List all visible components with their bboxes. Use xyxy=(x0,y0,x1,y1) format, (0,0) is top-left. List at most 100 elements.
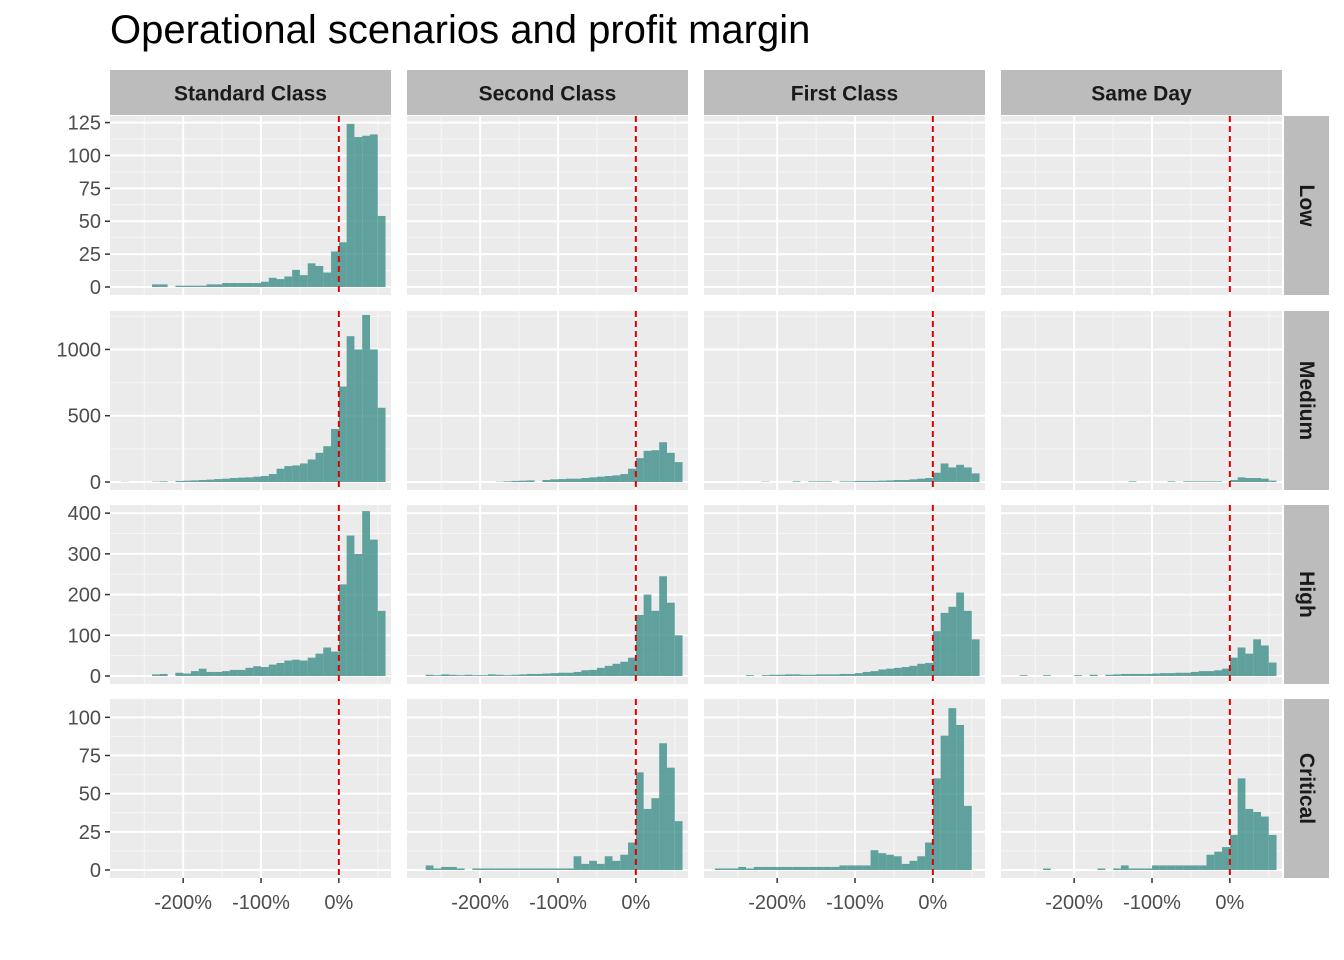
histogram-bar xyxy=(1183,865,1191,870)
histogram-bar xyxy=(229,283,238,287)
histogram-bar xyxy=(674,462,683,482)
histogram-bar xyxy=(963,610,972,676)
x-tick-label: -100% xyxy=(232,892,290,914)
histogram-bar xyxy=(449,674,457,676)
histogram-bar xyxy=(1214,851,1223,870)
histogram-bar xyxy=(1245,808,1254,870)
histogram-bar xyxy=(369,349,378,482)
column-strip xyxy=(407,70,688,115)
histogram-bar xyxy=(175,480,184,482)
histogram-bar xyxy=(573,478,582,482)
x-tick-label: 0% xyxy=(1215,892,1244,914)
histogram-bar xyxy=(784,674,793,676)
histogram-bar xyxy=(183,285,191,287)
histogram-bar xyxy=(612,663,621,676)
histogram-bar xyxy=(503,481,512,482)
histogram-bar xyxy=(268,664,277,676)
histogram-bar xyxy=(245,667,254,676)
x-tick-label: 0% xyxy=(918,892,947,914)
histogram-bar xyxy=(1128,673,1137,676)
x-tick-label: -200% xyxy=(748,892,806,914)
histogram-bar xyxy=(1167,481,1176,482)
histogram-bar xyxy=(449,866,457,870)
histogram-bar xyxy=(792,866,801,870)
y-tick-label: 125 xyxy=(68,113,101,135)
row-strip-label: High xyxy=(1295,571,1318,618)
histogram-bar xyxy=(940,735,949,870)
histogram-bar xyxy=(323,647,332,676)
histogram-bar xyxy=(175,285,184,287)
histogram-bar xyxy=(878,669,887,676)
histogram-bar xyxy=(1190,671,1199,676)
x-tick-label: -200% xyxy=(154,892,212,914)
histogram-bar xyxy=(651,450,660,482)
histogram-bar xyxy=(292,659,300,676)
histogram-bar xyxy=(1152,673,1160,676)
chart-title: Operational scenarios and profit margin xyxy=(110,8,811,52)
histogram-bar xyxy=(377,215,386,287)
histogram-bar xyxy=(1206,671,1215,676)
histogram-bar xyxy=(229,478,238,482)
histogram-bar xyxy=(1183,481,1191,482)
histogram-bar xyxy=(542,673,551,676)
histogram-bar xyxy=(519,868,527,870)
histogram-bar xyxy=(299,660,308,676)
histogram-bar xyxy=(808,866,817,870)
histogram-bar xyxy=(299,275,308,287)
histogram-bar xyxy=(909,479,918,482)
y-tick-label: 0 xyxy=(90,472,101,494)
x-tick-label: -200% xyxy=(451,892,509,914)
histogram-bar xyxy=(581,478,590,482)
histogram-bar xyxy=(1097,868,1106,870)
panel-background xyxy=(1001,116,1282,295)
histogram-bar xyxy=(292,465,300,482)
column-strip-label: Second Class xyxy=(479,83,617,106)
histogram-bar xyxy=(487,868,496,870)
histogram-bar xyxy=(808,481,817,482)
histogram-bar xyxy=(847,865,856,870)
histogram-bar xyxy=(152,674,160,676)
histogram-bar xyxy=(261,667,269,676)
histogram-bar xyxy=(456,675,465,676)
histogram-bar xyxy=(433,675,442,676)
histogram-bar xyxy=(503,675,512,676)
histogram-bar xyxy=(511,674,520,676)
histogram-bar xyxy=(276,662,285,676)
histogram-bar xyxy=(362,135,370,287)
histogram-bar xyxy=(1136,673,1145,676)
histogram-bar xyxy=(1214,670,1223,676)
histogram-bar xyxy=(901,480,910,482)
histogram-bar xyxy=(581,863,590,870)
histogram-bar xyxy=(1245,653,1254,676)
histogram-bar xyxy=(519,480,527,482)
histogram-bar xyxy=(753,866,762,870)
histogram-bar xyxy=(666,767,675,870)
column-strip xyxy=(110,70,391,115)
histogram-bar xyxy=(542,868,551,870)
histogram-bar xyxy=(855,673,863,676)
histogram-bar xyxy=(573,671,582,676)
histogram-bar xyxy=(800,674,809,676)
histogram-bar xyxy=(956,464,964,482)
histogram-bar xyxy=(831,866,840,870)
histogram-bar xyxy=(433,868,442,870)
histogram-bar xyxy=(323,272,332,287)
histogram-bar xyxy=(1229,834,1238,870)
histogram-bar xyxy=(299,463,308,482)
histogram-bar xyxy=(635,614,644,676)
panel-background xyxy=(110,699,391,878)
histogram-bar xyxy=(456,868,465,870)
histogram-bar xyxy=(214,671,223,676)
histogram-bar xyxy=(534,673,543,676)
histogram-bar xyxy=(175,672,184,676)
histogram-bar xyxy=(917,856,926,870)
histogram-bar xyxy=(659,442,667,482)
histogram-bar xyxy=(1089,674,1098,676)
histogram-bar xyxy=(237,669,246,676)
histogram-bar xyxy=(769,674,778,676)
column-strip-label: Same Day xyxy=(1091,83,1192,106)
histogram-bar xyxy=(893,480,902,482)
histogram-bar xyxy=(674,635,683,676)
histogram-bar xyxy=(925,842,933,870)
histogram-bar xyxy=(893,856,902,870)
